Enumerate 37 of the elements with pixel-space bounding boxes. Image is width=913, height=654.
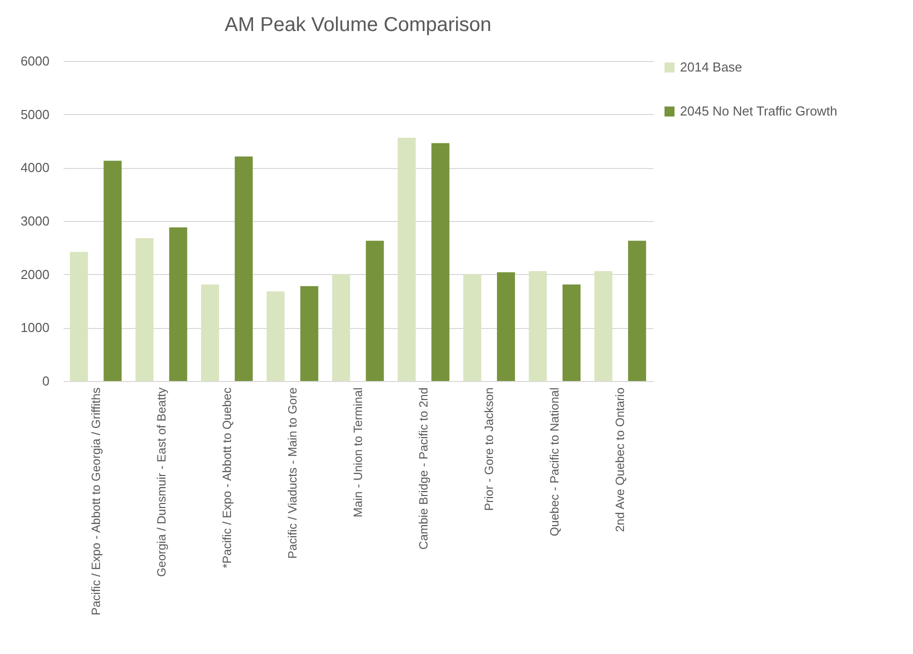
x-tick-label: Cambie Bridge - Pacific to 2nd <box>416 388 431 550</box>
bar <box>496 272 515 381</box>
bar <box>300 286 318 381</box>
x-tick-label: Main - Union to Terminal <box>351 388 365 518</box>
y-tick-label: 1000 <box>20 320 50 336</box>
bar <box>104 160 122 381</box>
y-tick-label: 0 <box>42 374 50 388</box>
y-tick-label: 5000 <box>20 106 50 122</box>
x-tick-label: *Pacific / Expo - Abbott to Quebec <box>220 388 234 568</box>
bar <box>169 227 188 381</box>
legend-label: 2014 Base <box>680 60 742 74</box>
bar <box>135 238 154 381</box>
chart-title: AM Peak Volume Comparison <box>224 14 492 36</box>
y-tick-label: 3000 <box>20 214 50 228</box>
bar <box>431 143 450 381</box>
x-tick-label: 2nd Ave Quebec to Ontario <box>613 387 628 532</box>
y-tick-label: 6000 <box>20 54 50 68</box>
bar <box>628 240 646 381</box>
bar <box>398 138 416 381</box>
bar <box>266 291 285 381</box>
x-tick-label: Pacific / Expo - Abbott to Georgia / Griffiths <box>88 388 103 616</box>
x-tick-label: Georgia / Dunsmuir - East of Beatty <box>154 388 168 577</box>
bar <box>594 271 612 381</box>
bar <box>234 156 253 381</box>
bar <box>562 284 581 381</box>
legend-label: 2045 No Net Traffic Growth <box>680 104 838 118</box>
x-tick-label: Quebec - Pacific to National <box>548 388 562 536</box>
y-tick-label: 4000 <box>20 160 50 176</box>
bar <box>463 274 482 381</box>
bar <box>201 284 220 381</box>
bar <box>366 240 384 381</box>
y-tick-label: 2000 <box>20 266 50 282</box>
bar <box>332 274 350 381</box>
bar <box>70 252 88 381</box>
x-tick-label: Prior - Gore to Jackson <box>482 388 496 511</box>
bar <box>528 271 547 381</box>
x-tick-label: Pacific / Viaducts - Main to Gore <box>285 387 300 559</box>
